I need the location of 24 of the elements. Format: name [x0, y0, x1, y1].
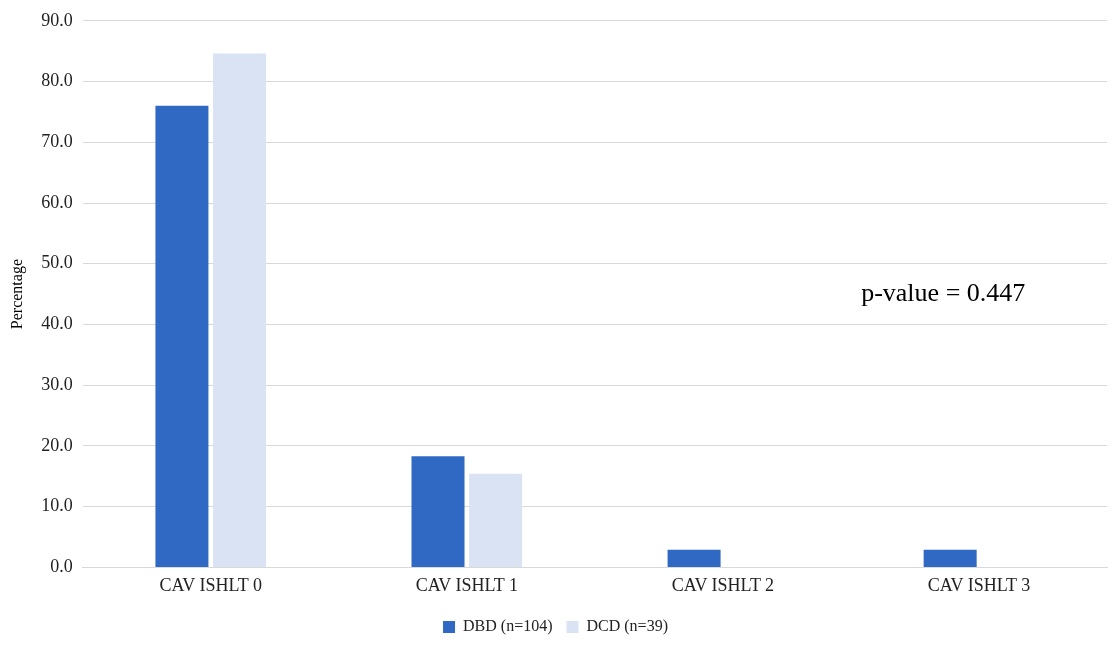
x-tick-label: CAV ISHLT 2: [671, 574, 775, 595]
x-tick-label: CAV ISHLT 1: [415, 574, 518, 595]
y-tick-label: 90.0: [41, 9, 73, 30]
y-axis-title: Percentage: [7, 259, 26, 330]
bar: [213, 53, 267, 567]
legend-label: DCD (n=39): [586, 617, 668, 636]
annotation: p-value = 0.447: [861, 277, 1026, 307]
legend-label: DBD (n=104): [463, 617, 553, 636]
y-tick-label: 30.0: [41, 373, 73, 394]
y-tick-label: 70.0: [41, 131, 73, 151]
y-tick-label: 50.0: [41, 252, 73, 273]
y-tick-label: 60.0: [41, 191, 73, 212]
y-tick-label: 10.0: [41, 495, 73, 516]
bar: [923, 549, 977, 567]
y-tick-label: 20.0: [41, 434, 73, 455]
bar: [155, 105, 209, 567]
x-tick-label: CAV ISHLT 0: [159, 574, 262, 595]
y-tick-label: 80.0: [41, 70, 73, 91]
y-tick-label: 0.0: [50, 556, 73, 577]
bar: [411, 456, 465, 567]
bar: [469, 473, 523, 567]
x-tick-label: CAV ISHLT 3: [927, 574, 1031, 595]
y-tick-label: 40.0: [41, 313, 73, 334]
bar: [667, 549, 721, 567]
